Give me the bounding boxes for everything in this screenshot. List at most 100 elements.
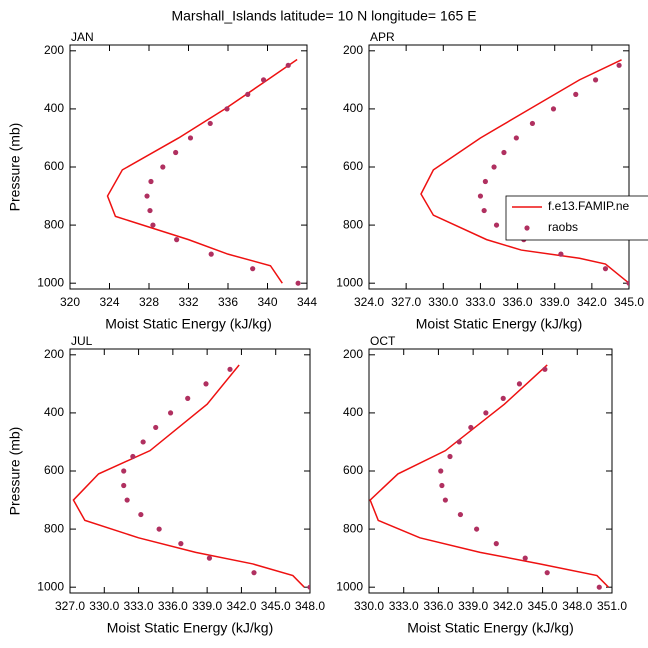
x-tick-label: 344 [297, 295, 317, 309]
x-tick-label: 328 [139, 295, 159, 309]
obs-point [130, 453, 136, 460]
panel-title: OCT [370, 334, 396, 348]
obs-point [124, 497, 130, 503]
y-tick-label: 400 [44, 405, 64, 419]
obs-point [173, 149, 179, 156]
y-tick-label: 800 [44, 217, 64, 231]
obs-point [121, 482, 127, 489]
model-line [72, 364, 305, 588]
y-tick-label: 800 [343, 217, 363, 231]
x-tick-label: 342.0 [577, 295, 607, 309]
y-tick-label: 600 [343, 463, 363, 477]
x-tick-label: 339.0 [192, 599, 222, 613]
x-tick-label: 327.0 [391, 295, 421, 309]
x-tick-label: 327.0 [55, 599, 85, 613]
obs-point [447, 453, 453, 460]
obs-point [501, 149, 507, 156]
obs-point [491, 164, 497, 170]
y-tick-label: 800 [44, 521, 64, 535]
obs-point [167, 410, 174, 416]
x-axis-label: Moist Static Energy (kJ/kg) [407, 620, 574, 636]
x-tick-label: 342.0 [493, 599, 523, 613]
obs-point [144, 193, 150, 199]
x-tick-label: 336.0 [503, 295, 533, 309]
obs-point [295, 280, 301, 286]
x-tick-label: 324.0 [354, 295, 384, 309]
y-tick-label: 600 [343, 159, 363, 173]
x-tick-label: 333.0 [124, 599, 154, 613]
y-tick-label: 1000 [37, 275, 64, 289]
figure-title: Marshall_Islands latitude= 10 N longitud… [171, 8, 476, 24]
y-tick-label: 800 [343, 521, 363, 535]
y-tick-label: 200 [44, 347, 64, 361]
obs-point [178, 541, 184, 547]
obs-point [529, 120, 536, 127]
obs-point [513, 135, 519, 141]
obs-point [153, 424, 159, 431]
obs-point [208, 251, 214, 257]
obs-point [596, 584, 602, 590]
obs-point [160, 164, 166, 170]
x-axis-label: Moist Static Energy (kJ/kg) [105, 316, 272, 332]
x-tick-label: 339.0 [458, 599, 488, 613]
obs-point [439, 482, 445, 489]
y-tick-label: 400 [44, 101, 64, 115]
y-tick-label: 400 [343, 405, 363, 419]
model-line [369, 364, 610, 588]
obs-point [187, 135, 194, 141]
y-axis-label: Pressure (mb) [7, 123, 23, 212]
obs-point [185, 395, 191, 401]
obs-point [442, 497, 448, 503]
x-tick-label: 340 [257, 295, 277, 309]
obs-point [482, 178, 488, 185]
legend-label: raobs [548, 220, 578, 234]
obs-point [207, 120, 213, 127]
legend-marker [524, 225, 530, 231]
x-tick-label: 342.0 [226, 599, 256, 613]
legend-box [505, 195, 648, 241]
obs-point [457, 511, 464, 518]
panel-title: JAN [71, 30, 94, 44]
obs-point [140, 439, 146, 445]
obs-point [285, 62, 291, 68]
plot-frame [368, 44, 630, 290]
x-tick-label: 336.0 [423, 599, 453, 613]
obs-point [522, 555, 528, 561]
obs-point [516, 381, 523, 387]
obs-point [260, 77, 267, 83]
model-line [106, 58, 298, 284]
obs-point [616, 62, 622, 68]
obs-point [138, 511, 144, 518]
obs-point [477, 193, 484, 199]
obs-point [626, 280, 629, 286]
obs-point [500, 395, 506, 401]
plot-area [106, 58, 301, 286]
obs-point [307, 584, 310, 590]
obs-point [573, 91, 579, 97]
obs-point [468, 424, 474, 431]
obs-point [250, 266, 256, 272]
obs-point [203, 381, 209, 387]
y-tick-label: 400 [343, 101, 363, 115]
obs-point [251, 570, 257, 576]
x-tick-label: 320 [60, 295, 80, 309]
panel-title: JUL [71, 334, 93, 348]
obs-point [493, 541, 499, 547]
model-line [420, 59, 629, 284]
obs-point [550, 106, 557, 112]
x-axis-label: Moist Static Energy (kJ/kg) [107, 620, 274, 636]
y-tick-label: 200 [44, 43, 64, 57]
obs-point [148, 178, 154, 185]
x-tick-label: 345.0 [528, 599, 558, 613]
x-tick-label: 330.0 [428, 295, 458, 309]
obs-point [150, 222, 156, 228]
plot-area [420, 59, 629, 286]
obs-point [245, 91, 251, 97]
legend-label: f.e13.FAMIP.ne [548, 199, 629, 213]
plot-frame [69, 44, 308, 290]
y-tick-label: 1000 [336, 275, 363, 289]
y-tick-label: 200 [343, 43, 363, 57]
obs-point [558, 251, 564, 257]
obs-point [493, 222, 500, 228]
